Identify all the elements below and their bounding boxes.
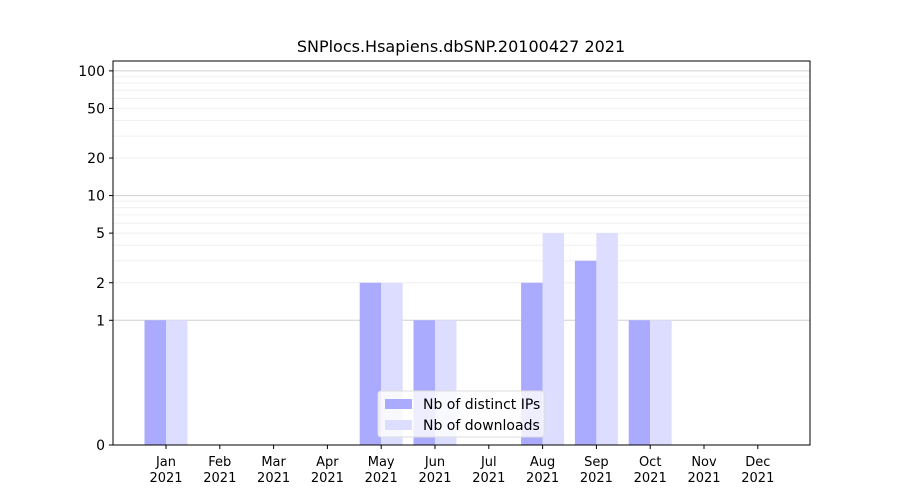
bar-downloads [596, 233, 618, 445]
legend-swatch [385, 420, 412, 430]
grid-lines [113, 70, 810, 321]
legend: Nb of distinct IPs Nb of downloads [377, 390, 545, 438]
y-tick-label: 2 [96, 276, 105, 292]
x-tick-label-year: 2021 [311, 471, 344, 486]
x-tick-label-month: Jun [424, 455, 445, 470]
bar-downloads [650, 320, 672, 445]
y-tick-label: 1 [96, 313, 105, 329]
x-tick-label-year: 2021 [526, 471, 559, 486]
y-tick-label: 100 [78, 64, 105, 80]
x-tick-label-year: 2021 [634, 471, 667, 486]
x-tick-label-year: 2021 [418, 471, 451, 486]
bar-distinct-ips [359, 282, 382, 445]
y-tick-label: 10 [87, 189, 105, 205]
x-tick-label-month: Mar [261, 455, 286, 470]
x-tick-label-month: Nov [691, 455, 717, 470]
legend-label: Nb of downloads [423, 418, 540, 434]
x-tick-label-year: 2021 [365, 471, 398, 486]
bar-distinct-ips [144, 320, 166, 445]
x-tick-label-month: Sep [584, 455, 609, 470]
x-tick-label-month: Dec [745, 455, 770, 470]
bar-downloads [166, 320, 188, 445]
y-tick-label: 0 [96, 438, 105, 454]
legend-swatch [385, 399, 412, 409]
x-tick-label-year: 2021 [472, 471, 505, 486]
y-tick-label: 5 [96, 226, 105, 242]
x-tick-label-month: Jul [480, 455, 497, 470]
y-tick-label: 20 [87, 151, 105, 167]
plot-frame [112, 60, 811, 446]
x-tick-label-year: 2021 [741, 471, 774, 486]
bar-downloads [542, 233, 565, 445]
x-tick-label-year: 2021 [580, 471, 613, 486]
chart-title: SNPlocs.Hsapiens.dbSNP.20100427 2021 [297, 37, 625, 56]
legend-label: Nb of distinct IPs [423, 397, 540, 413]
x-tick-label-year: 2021 [149, 471, 182, 486]
bar-distinct-ips [574, 260, 597, 445]
x-tick-label-month: Feb [208, 455, 231, 470]
x-tick-label-year: 2021 [203, 471, 236, 486]
bar-distinct-ips [628, 320, 651, 445]
x-tick-label-month: Jan [155, 455, 176, 470]
legend-box [377, 390, 545, 438]
bars [144, 233, 672, 445]
x-tick-label-month: Oct [639, 455, 661, 470]
x-tick-label-month: Aug [530, 455, 555, 470]
y-tick-label: 50 [87, 101, 105, 117]
x-tick-label-month: Apr [316, 455, 339, 470]
x-tick-label-year: 2021 [257, 471, 290, 486]
x-axis: Jan2021Feb2021Mar2021Apr2021May2021Jun20… [149, 445, 774, 486]
x-tick-label-year: 2021 [687, 471, 720, 486]
x-tick-label-month: May [368, 455, 395, 470]
y-axis: 0 1 2 5 10 20 50 100 [78, 64, 113, 454]
